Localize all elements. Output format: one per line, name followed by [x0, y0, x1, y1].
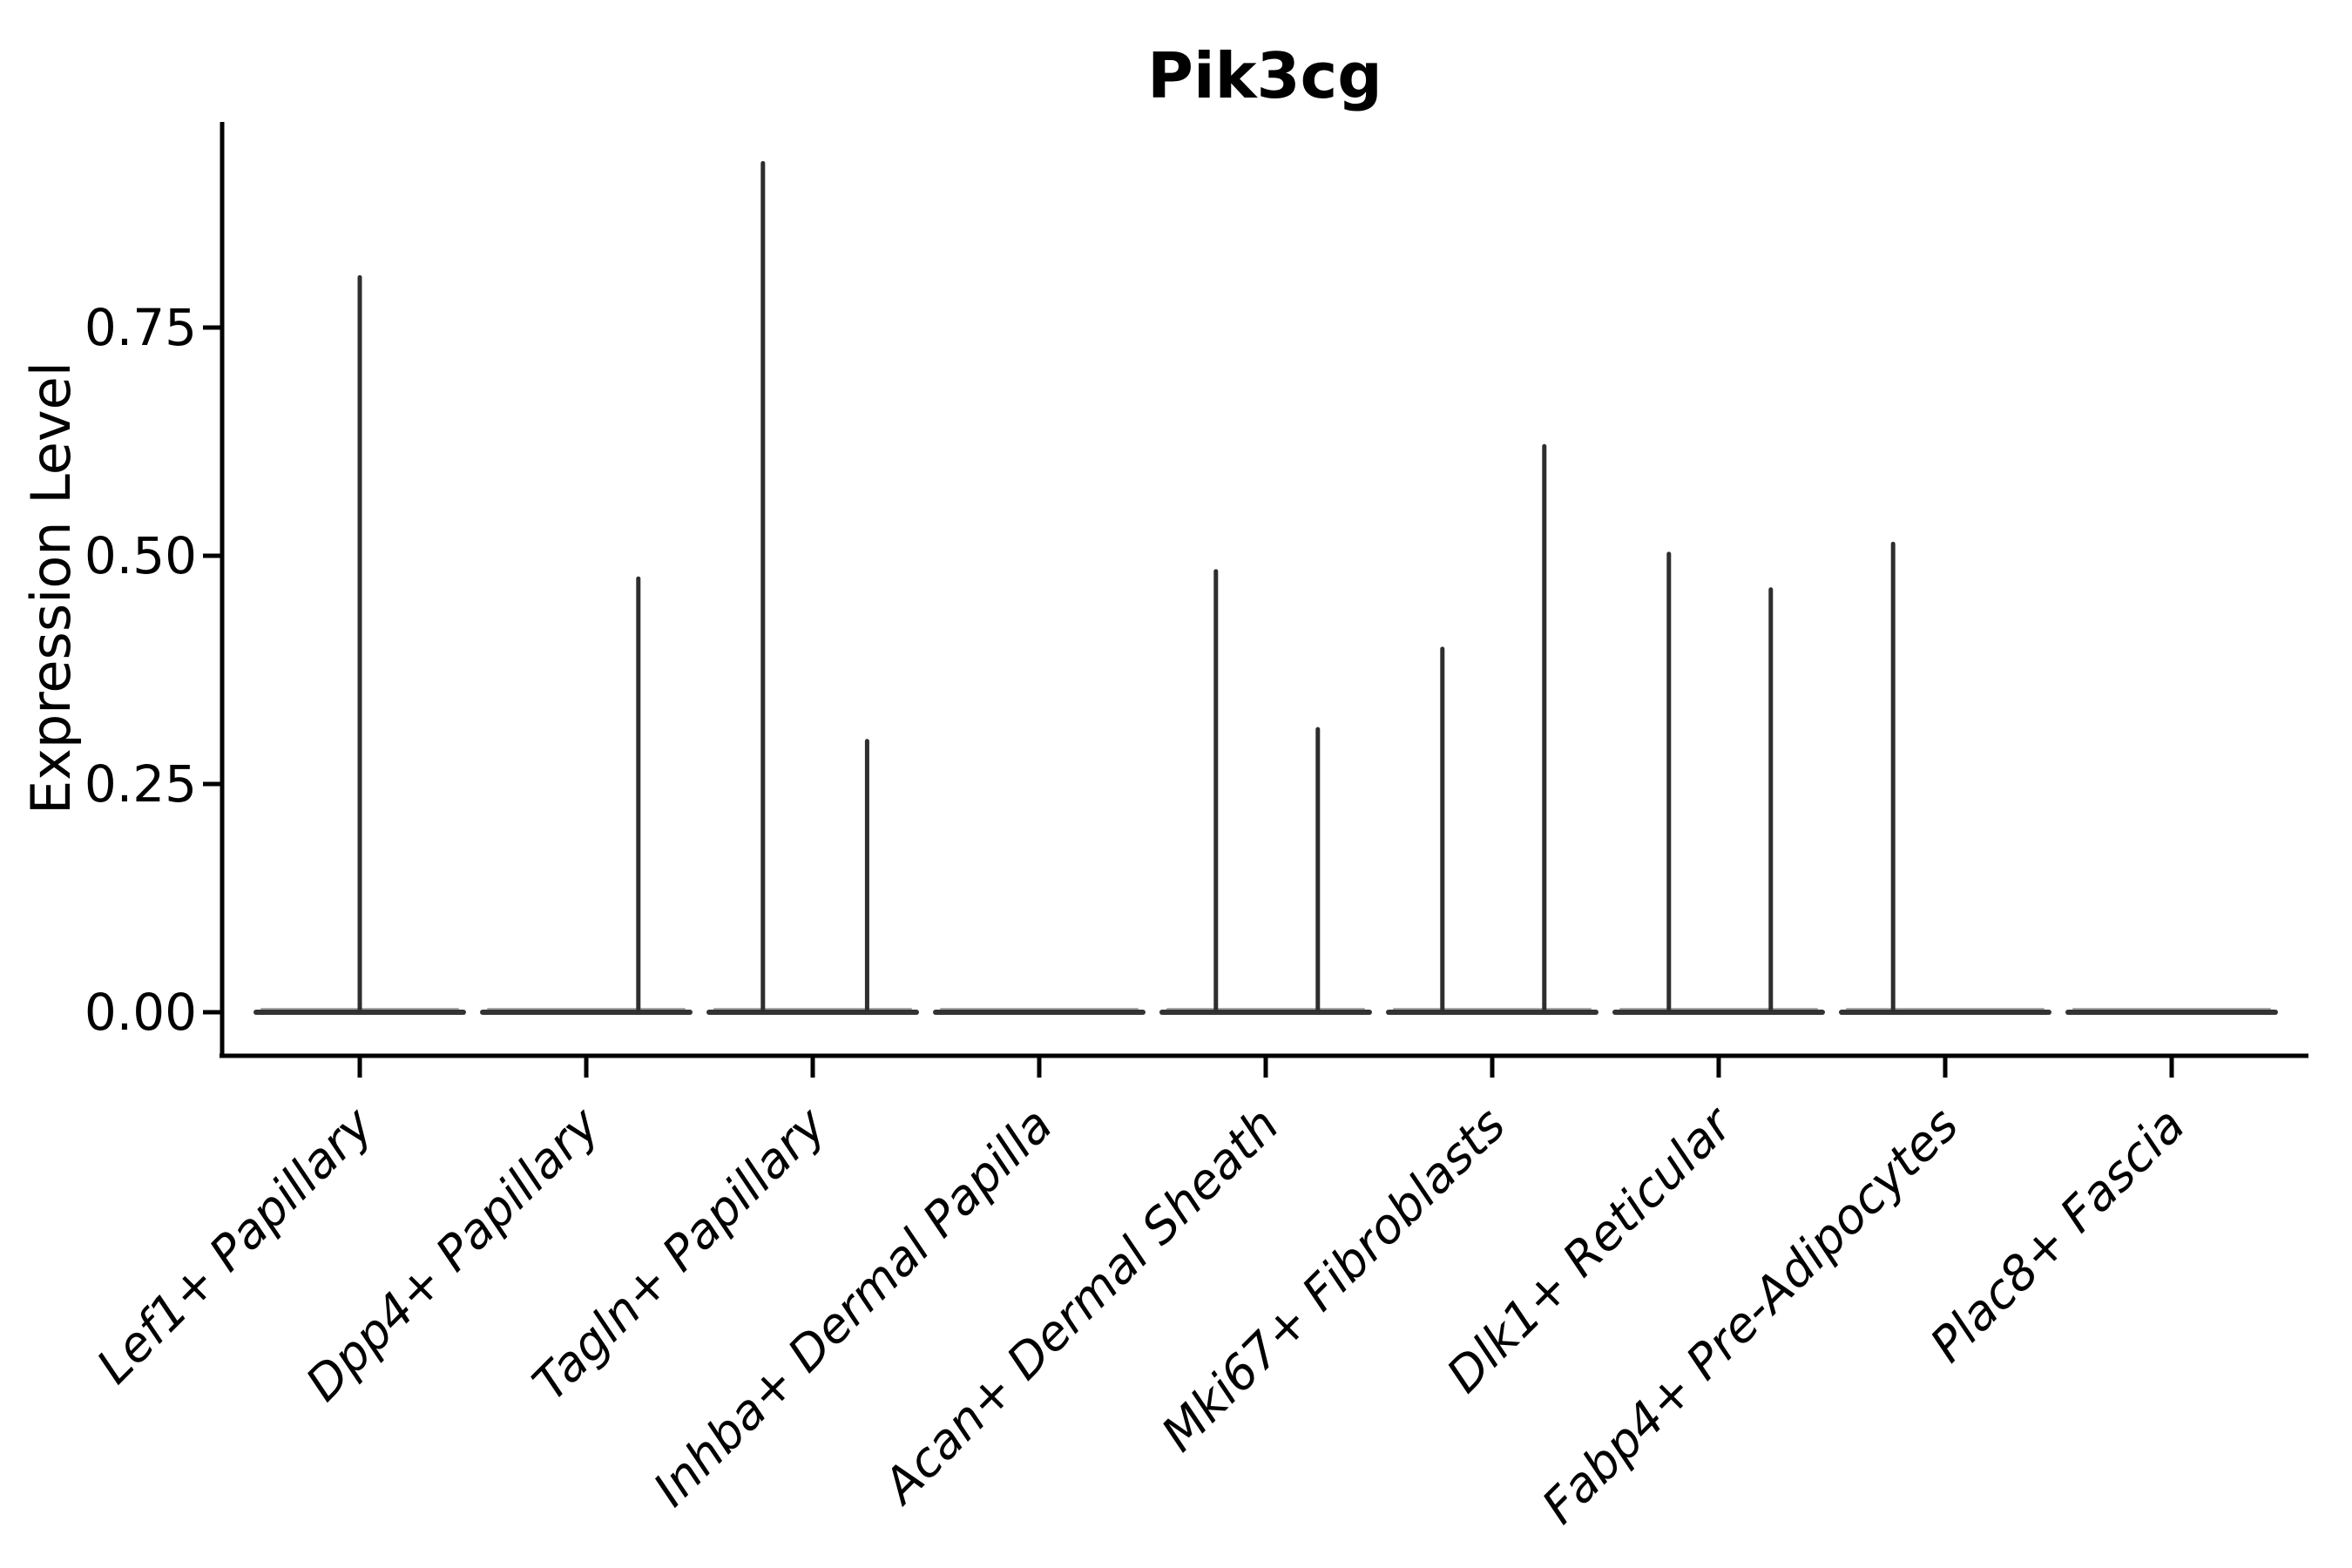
x-tick-label: Acan+ Dermal Sheath	[871, 1097, 1290, 1516]
violin	[480, 576, 693, 1015]
violin	[1386, 443, 1598, 1015]
chart-title: Pik3cg	[1147, 39, 1382, 112]
violin	[1839, 541, 2051, 1015]
y-axis-label: Expression Level	[19, 362, 83, 814]
violin	[933, 1008, 1146, 1015]
violin	[706, 160, 919, 1015]
y-axis-ticks: 0.00 0.25 0.50 0.75	[84, 298, 222, 1042]
violin	[1159, 569, 1372, 1015]
x-tick-label: Fabp4+ Pre-Adipocytes	[1531, 1097, 1969, 1534]
y-tick-label: 0.00	[84, 983, 197, 1042]
y-tick-label: 0.25	[84, 754, 197, 814]
violin	[253, 274, 466, 1015]
y-tick-label: 0.75	[84, 298, 197, 357]
x-tick-label: Inhba+ Dermal Papilla	[643, 1097, 1063, 1517]
violin	[1612, 551, 1825, 1015]
violin	[2065, 1008, 2278, 1015]
violins	[253, 160, 2278, 1015]
y-tick-label: 0.50	[84, 526, 197, 585]
axes-spines	[220, 122, 2308, 1058]
